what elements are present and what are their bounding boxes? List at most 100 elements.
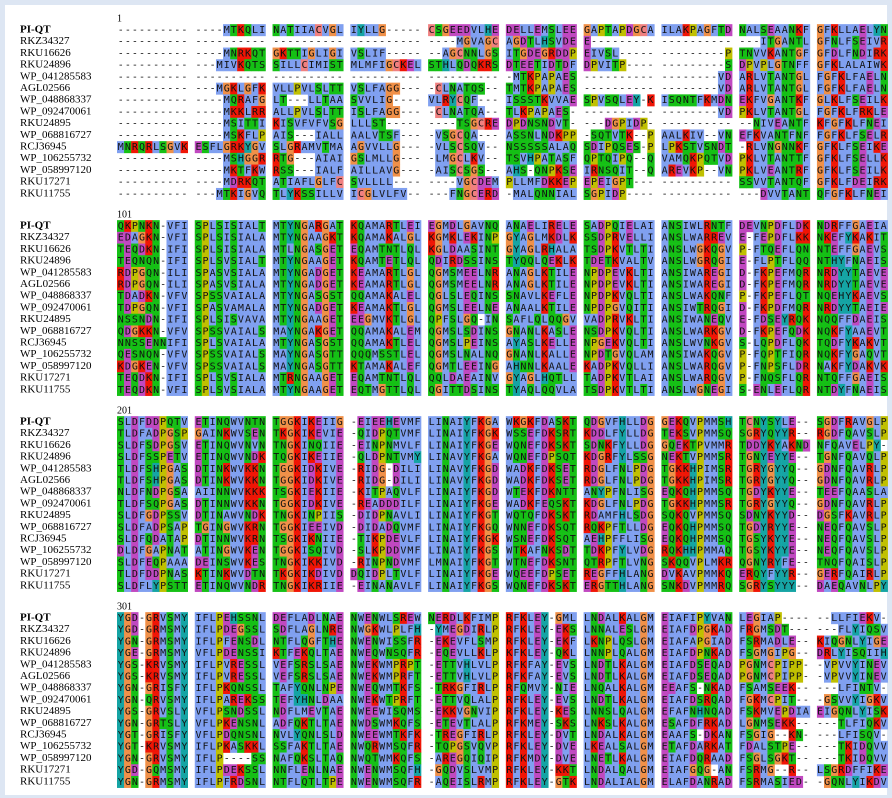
residue-bg xyxy=(449,152,457,165)
residue-bg xyxy=(364,129,372,142)
residue-bg xyxy=(258,278,266,291)
residue-bg xyxy=(484,24,493,37)
residue-bg xyxy=(286,231,295,244)
residue-bg xyxy=(300,278,309,291)
residue-bg xyxy=(152,290,160,303)
residue-bg xyxy=(774,47,782,60)
sequence-row: AGL02566 YGS-KRVSMY IFLPVRESSL VEFSRSLSAE… xyxy=(20,670,888,683)
residue-bg xyxy=(435,220,443,233)
residue-bg xyxy=(633,243,641,256)
residue-bg xyxy=(378,337,386,350)
residue-bg xyxy=(880,266,888,279)
residue-bg xyxy=(647,24,655,37)
residue-bg xyxy=(555,70,563,83)
residue-bg xyxy=(145,278,153,291)
sequence: YGS-KRVSMY IFLPVRESSL VEFSRSLSAE NWEKWMP… xyxy=(118,660,887,671)
residue-bg xyxy=(824,94,832,107)
residue-bg xyxy=(583,187,591,200)
residue-bg xyxy=(633,141,641,154)
residue-bg xyxy=(548,255,556,268)
residue-bg xyxy=(371,141,379,154)
residue-bg xyxy=(824,290,832,303)
residue-bg xyxy=(145,302,153,315)
residue-bg xyxy=(739,313,747,326)
residue-bg xyxy=(838,35,846,48)
residue-bg xyxy=(852,164,860,177)
residue-bg xyxy=(329,24,337,37)
residue-bg xyxy=(880,35,888,48)
residue-bg xyxy=(293,255,302,268)
residue-bg xyxy=(286,24,295,37)
sequence-row: RCJ36945 NNSSENNIFI SPLSVAIALA MTYNGASGST… xyxy=(20,337,888,350)
residue-bg xyxy=(491,187,500,200)
residue-bg xyxy=(442,337,450,350)
residue-bg xyxy=(505,231,514,244)
residue-bg xyxy=(279,47,287,60)
residue-bg xyxy=(527,59,535,72)
residue-bg xyxy=(258,290,266,303)
residue-bg xyxy=(824,176,832,189)
residue-bg xyxy=(824,70,832,83)
residue-bg xyxy=(675,337,683,350)
residue-bg xyxy=(237,290,245,303)
residue-bg xyxy=(873,278,881,291)
residue-bg xyxy=(703,302,712,315)
residue-bg xyxy=(293,325,302,338)
residue-bg xyxy=(824,47,832,60)
residue-bg xyxy=(852,47,860,60)
residue-bg xyxy=(661,129,669,142)
residue-bg xyxy=(512,59,521,72)
sequence-row: WP_041285583 RDPGQN-ILI SPASVSIALA MTYNGA… xyxy=(20,266,888,279)
residue-bg xyxy=(470,47,478,60)
residue-bg xyxy=(710,24,719,37)
residue-bg xyxy=(866,47,874,60)
residue-bg xyxy=(180,255,188,268)
residue-bg xyxy=(534,129,542,142)
residue-bg xyxy=(152,313,160,326)
sequence-name: WP_092470061 xyxy=(20,105,92,117)
residue-bg xyxy=(569,94,577,107)
residue-bg xyxy=(329,313,337,326)
residue-bg xyxy=(463,164,471,177)
residue-bg xyxy=(505,141,514,154)
residue-bg xyxy=(838,70,846,83)
residue-bg xyxy=(760,278,768,291)
residue-bg xyxy=(541,231,549,244)
residue-bg xyxy=(223,24,231,37)
residue-bg xyxy=(774,117,782,130)
residue-bg xyxy=(406,302,415,315)
residue-bg xyxy=(230,325,238,338)
residue-bg xyxy=(244,325,252,338)
sequence-name: RKU16626 xyxy=(20,243,71,255)
residue-bg xyxy=(237,220,245,233)
residue-bg xyxy=(484,255,493,268)
residue-bg xyxy=(739,290,747,303)
residue-bg xyxy=(604,278,613,291)
residue-bg xyxy=(329,59,337,72)
residue-bg xyxy=(548,117,556,130)
residue-bg xyxy=(696,313,705,326)
residue-bg xyxy=(696,152,705,165)
residue-bg xyxy=(534,94,542,107)
sequence-name: RKU16626 xyxy=(20,635,71,647)
residue-bg xyxy=(399,187,408,200)
residue-bg xyxy=(781,266,789,279)
residue-bg xyxy=(838,278,846,291)
residue-bg xyxy=(661,266,669,279)
residue-bg xyxy=(336,94,344,107)
residue-bg xyxy=(611,47,620,60)
residue-bg xyxy=(456,176,464,189)
residue-bg xyxy=(604,266,613,279)
residue-bg xyxy=(293,243,302,256)
sequence-row: WP_041285583 YGS-KRVSMY IFLPVRESSL VEFSRS… xyxy=(20,658,888,671)
residue-bg xyxy=(781,106,789,119)
residue-bg xyxy=(866,106,874,119)
residue-bg xyxy=(428,325,436,338)
residue-bg xyxy=(816,70,825,83)
residue-bg xyxy=(131,266,139,279)
residue-bg xyxy=(788,24,797,37)
residue-bg xyxy=(293,82,302,95)
residue-bg xyxy=(293,231,302,244)
residue-bg xyxy=(710,302,719,315)
residue-bg xyxy=(145,337,153,350)
